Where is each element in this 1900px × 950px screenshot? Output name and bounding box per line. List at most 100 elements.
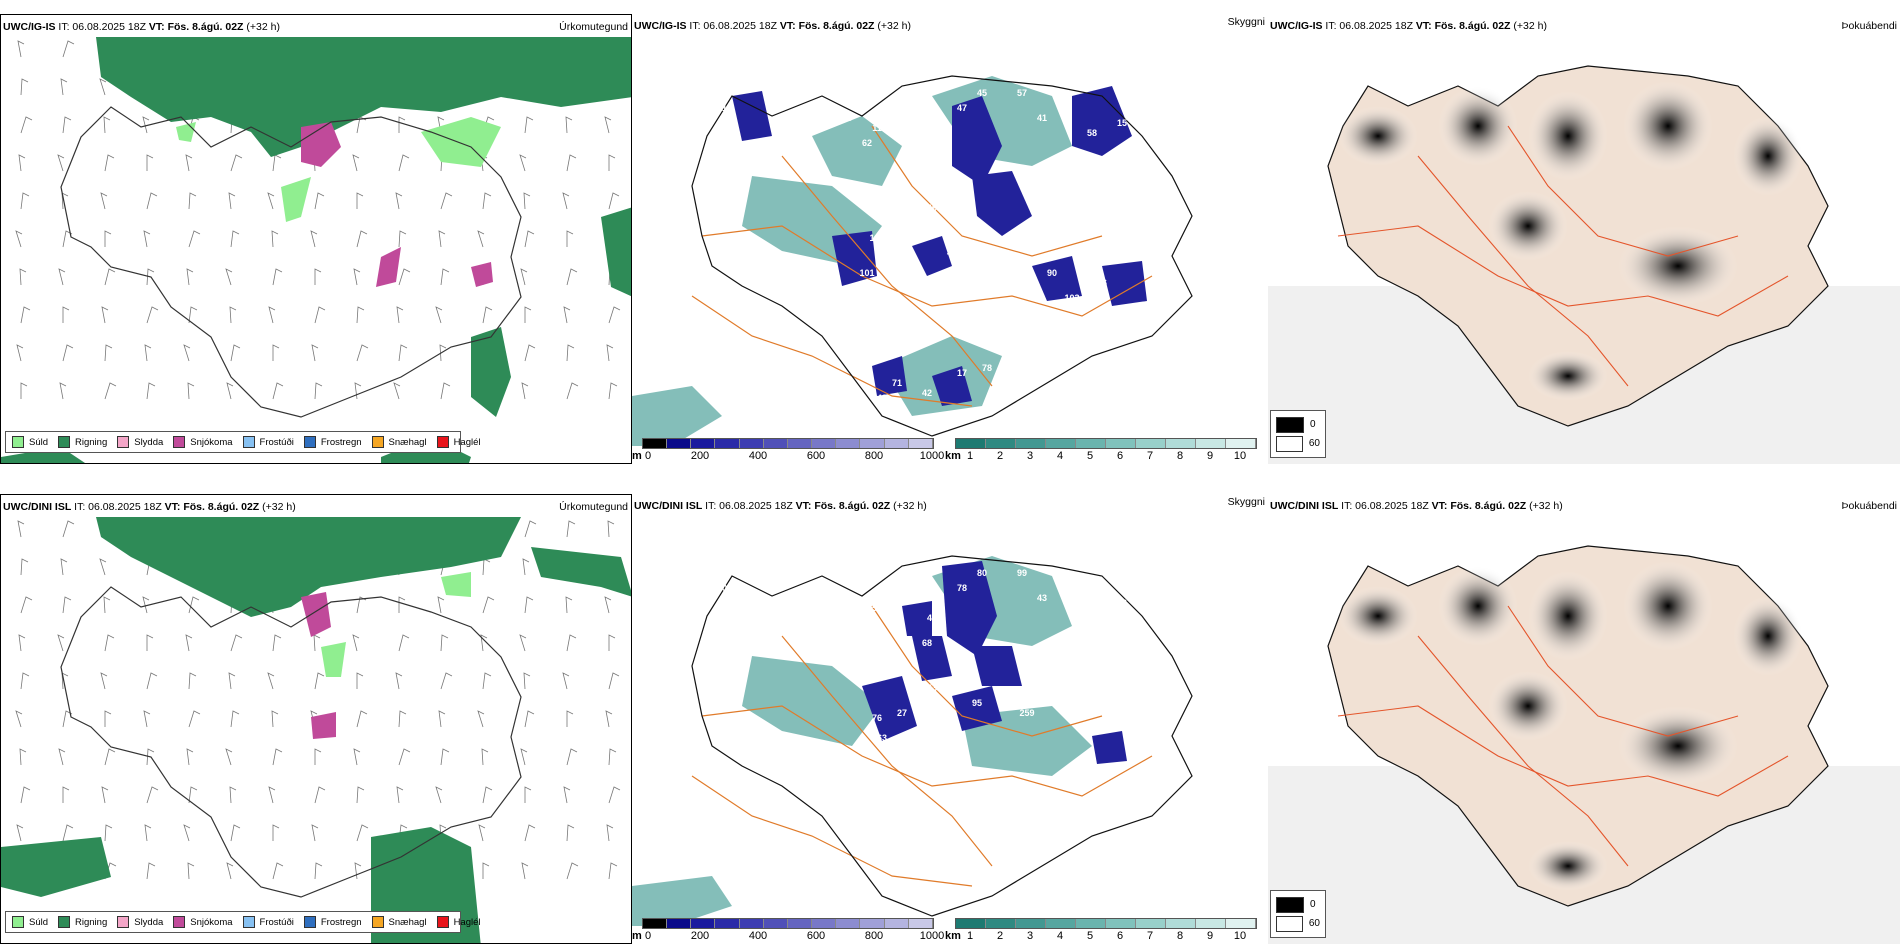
wind-barb — [356, 786, 365, 804]
wind-barb — [230, 634, 243, 652]
colorbar-gradient — [955, 438, 1257, 449]
colorbar-tick: 0 — [644, 450, 652, 462]
ceiling-value: 40 — [927, 613, 937, 623]
colorbar-segment — [1196, 439, 1226, 448]
fog-legend-swatch — [1276, 896, 1304, 913]
wind-barb — [604, 596, 612, 614]
colorbar-tick: 8 — [1176, 450, 1184, 462]
ceiling-value: 90 — [1047, 268, 1057, 278]
colorbar-segment — [1166, 439, 1196, 448]
wind-barb — [481, 748, 489, 766]
ceiling-numbers: 34 15 10 28 62 44 38 47 45 57 41 58 15 59 82 11 72 49 52 75… — [722, 83, 1157, 403]
wind-barb — [566, 520, 576, 538]
wind-barb — [146, 192, 158, 210]
wind-barb — [520, 268, 528, 286]
colorbar-tick: 6 — [1116, 930, 1124, 942]
colorbar-segment — [763, 439, 788, 448]
legend-label: Slydda — [134, 436, 164, 448]
wind-barb — [398, 268, 411, 286]
colorbar-segment — [836, 439, 861, 448]
wind-barb — [396, 786, 404, 804]
wind-barb — [356, 672, 364, 689]
colorbar-tick: 7 — [1146, 930, 1154, 942]
wind-barb — [229, 786, 237, 804]
ceiling-value: 71 — [892, 378, 902, 388]
ceiling-value: 259 — [1019, 708, 1034, 718]
drizzle-areas — [321, 572, 471, 677]
colorbar-unit: m — [632, 450, 642, 462]
ceiling-value: 15 — [722, 103, 732, 113]
wind-barb — [20, 116, 33, 134]
ceiling-value: 80 — [977, 568, 987, 578]
wind-barb — [58, 748, 66, 766]
ceiling-value: 215 — [1144, 638, 1159, 648]
wind-barb — [143, 710, 151, 728]
wind-barb — [17, 40, 25, 58]
snow-areas — [301, 122, 493, 287]
wind-barb — [268, 306, 276, 324]
legend-label: Haglél — [453, 916, 481, 928]
panel-header: UWC/DINI ISL IT: 06.08.2025 18Z VT: Fös.… — [1270, 500, 1563, 512]
precip-map — [1, 517, 631, 943]
wind-barb — [566, 710, 574, 727]
colorbar-segment — [908, 919, 933, 928]
legend-swatch — [242, 916, 255, 928]
legend-label: Snæhagl — [388, 916, 427, 928]
legend-swatch — [117, 436, 130, 448]
wind-barb — [524, 596, 534, 614]
wind-barb — [356, 230, 368, 248]
legend-swatch — [58, 916, 71, 928]
wind-barb — [187, 382, 195, 400]
wind-barb — [482, 596, 495, 614]
legend-item: Frostregn — [303, 436, 362, 448]
colorbar-tick: 7 — [1146, 450, 1154, 462]
wind-barb — [62, 344, 74, 362]
fog-legend-value: 60 — [1308, 438, 1320, 449]
wind-barb — [188, 230, 201, 248]
wind-barb — [440, 748, 450, 766]
colorbar-segment — [1106, 919, 1136, 928]
legend-item: Snjókoma — [173, 916, 233, 928]
precip-type-panel-1: UWC/IG-IS IT: 06.08.2025 18Z VT: Fös. 8.… — [0, 14, 632, 464]
ceiling-value: 11 — [872, 123, 882, 133]
wind-barb — [103, 116, 111, 134]
wind-barb — [393, 382, 401, 400]
wind-barb — [268, 786, 276, 804]
wind-barb — [143, 230, 151, 248]
wind-barb — [524, 786, 532, 803]
wind-barb — [482, 192, 492, 210]
wind-barb — [519, 634, 527, 652]
panel-label: Skyggni — [1227, 16, 1265, 28]
wind-barb — [57, 634, 65, 652]
wind-barb — [482, 306, 493, 324]
ceiling-areas — [732, 86, 1147, 406]
fog-areas — [1338, 561, 1803, 891]
legend-label: Frostúði — [259, 436, 294, 448]
wind-barb — [146, 786, 159, 804]
wind-barb — [62, 824, 74, 842]
fog-legend-row: 0 — [1276, 415, 1320, 434]
legend-item: Snæhagl — [371, 916, 427, 928]
colorbar-tick: 200 — [690, 450, 710, 462]
ceiling-colorbar: m 0 200 400 600 800 1000 — [632, 918, 944, 944]
wind-barb — [524, 520, 537, 538]
wind-barb — [271, 710, 279, 728]
wind-barb — [398, 710, 407, 728]
ceiling-numbers: 72 09 57 65 42 40 68 78 80 99 43 71 56 15 215 54 70 53 36 9… — [722, 563, 1160, 743]
wind-barb — [146, 154, 154, 171]
legend-item: Rigning — [58, 916, 107, 928]
legend-item: Slydda — [117, 916, 163, 928]
legend-swatch — [173, 436, 186, 448]
wind-barb — [188, 786, 198, 804]
wind-barb — [314, 748, 322, 765]
wind-barb — [230, 154, 243, 172]
wind-barb — [142, 116, 150, 134]
wind-barb — [18, 154, 26, 172]
colorbar-gradient — [955, 918, 1257, 929]
legend-swatch — [371, 916, 384, 928]
fog-indicator-panel-2: UWC/DINI ISL IT: 06.08.2025 18Z VT: Fös.… — [1268, 494, 1900, 944]
ceiling-value: 450 — [894, 228, 909, 238]
legend-item: Frostúði — [242, 916, 294, 928]
colorbar-segment — [1136, 439, 1166, 448]
wind-barb — [146, 748, 155, 766]
